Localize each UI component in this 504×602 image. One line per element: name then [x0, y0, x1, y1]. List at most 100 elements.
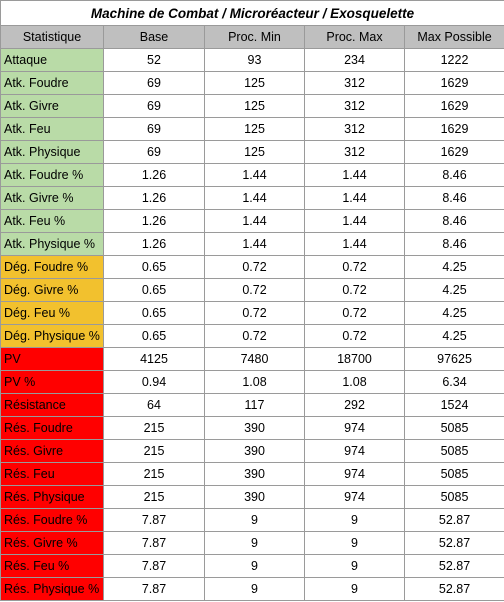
max-possible-cell: 8.46: [403, 163, 504, 187]
base-value-cell: 64: [103, 393, 205, 417]
proc-max-cell: 9: [304, 577, 405, 601]
proc-min-cell: 390: [204, 462, 305, 486]
proc-min-cell: 0.72: [204, 255, 305, 279]
max-possible-cell: 97625: [403, 347, 504, 371]
base-value-cell: 0.65: [103, 301, 205, 325]
stat-name-cell: Atk. Givre: [0, 94, 104, 118]
title-row: Machine de Combat / Microréacteur / Exos…: [0, 0, 504, 26]
base-value-cell: 215: [103, 439, 205, 463]
max-possible-cell: 1629: [403, 94, 504, 118]
max-possible-cell: 8.46: [403, 232, 504, 256]
max-possible-cell: 4.25: [403, 255, 504, 279]
table-row: Rés. Physique % 7.87 9 9 52.87: [0, 577, 504, 601]
proc-min-cell: 93: [204, 48, 305, 72]
stat-name-cell: Attaque: [0, 48, 104, 72]
base-value-cell: 1.26: [103, 232, 205, 256]
base-value-cell: 7.87: [103, 554, 205, 578]
table-row: Atk. Physique 69 125 312 1629: [0, 140, 504, 164]
base-value-cell: 0.65: [103, 278, 205, 302]
base-value-cell: 215: [103, 462, 205, 486]
stat-name-cell: Atk. Feu: [0, 117, 104, 141]
table-row: Atk. Feu % 1.26 1.44 1.44 8.46: [0, 209, 504, 233]
proc-min-cell: 1.44: [204, 163, 305, 187]
proc-min-cell: 7480: [204, 347, 305, 371]
proc-min-cell: 390: [204, 439, 305, 463]
header-proc-max: Proc. Max: [304, 25, 405, 49]
proc-min-cell: 0.72: [204, 278, 305, 302]
proc-max-cell: 18700: [304, 347, 405, 371]
table-row: Atk. Physique % 1.26 1.44 1.44 8.46: [0, 232, 504, 256]
proc-max-cell: 974: [304, 439, 405, 463]
table-row: Rés. Physique 215 390 974 5085: [0, 485, 504, 509]
stat-name-cell: Dég. Feu %: [0, 301, 104, 325]
base-value-cell: 69: [103, 94, 205, 118]
proc-min-cell: 1.08: [204, 370, 305, 394]
table-row: Rés. Givre % 7.87 9 9 52.87: [0, 531, 504, 555]
table-row: PV 4125 7480 18700 97625: [0, 347, 504, 371]
table-row: Dég. Givre % 0.65 0.72 0.72 4.25: [0, 278, 504, 302]
stat-name-cell: Rés. Foudre: [0, 416, 104, 440]
max-possible-cell: 8.46: [403, 186, 504, 210]
proc-max-cell: 312: [304, 71, 405, 95]
proc-max-cell: 1.44: [304, 209, 405, 233]
table-row: Rés. Foudre % 7.87 9 9 52.87: [0, 508, 504, 532]
table-row: Dég. Feu % 0.65 0.72 0.72 4.25: [0, 301, 504, 325]
proc-max-cell: 1.44: [304, 163, 405, 187]
max-possible-cell: 1524: [403, 393, 504, 417]
max-possible-cell: 52.87: [403, 531, 504, 555]
proc-min-cell: 1.44: [204, 186, 305, 210]
table-row: Dég. Foudre % 0.65 0.72 0.72 4.25: [0, 255, 504, 279]
stat-name-cell: Dég. Foudre %: [0, 255, 104, 279]
proc-min-cell: 117: [204, 393, 305, 417]
max-possible-cell: 4.25: [403, 278, 504, 302]
max-possible-cell: 5085: [403, 462, 504, 486]
header-statistique: Statistique: [0, 25, 104, 49]
proc-max-cell: 1.44: [304, 232, 405, 256]
stat-name-cell: Dég. Physique %: [0, 324, 104, 348]
header-max-possible: Max Possible: [403, 25, 504, 49]
base-value-cell: 1.26: [103, 186, 205, 210]
base-value-cell: 0.65: [103, 324, 205, 348]
stat-name-cell: Dég. Givre %: [0, 278, 104, 302]
max-possible-cell: 52.87: [403, 577, 504, 601]
proc-min-cell: 125: [204, 94, 305, 118]
max-possible-cell: 5085: [403, 485, 504, 509]
proc-max-cell: 9: [304, 508, 405, 532]
table-row: Atk. Feu 69 125 312 1629: [0, 117, 504, 141]
base-value-cell: 69: [103, 71, 205, 95]
table-row: Résistance 64 117 292 1524: [0, 393, 504, 417]
base-value-cell: 0.94: [103, 370, 205, 394]
base-value-cell: 52: [103, 48, 205, 72]
header-row: Statistique Base Proc. Min Proc. Max Max…: [0, 25, 504, 49]
proc-min-cell: 0.72: [204, 324, 305, 348]
base-value-cell: 1.26: [103, 163, 205, 187]
proc-max-cell: 312: [304, 140, 405, 164]
max-possible-cell: 4.25: [403, 324, 504, 348]
proc-min-cell: 9: [204, 531, 305, 555]
max-possible-cell: 1629: [403, 71, 504, 95]
max-possible-cell: 52.87: [403, 508, 504, 532]
stat-name-cell: PV: [0, 347, 104, 371]
max-possible-cell: 5085: [403, 439, 504, 463]
base-value-cell: 7.87: [103, 531, 205, 555]
stat-name-cell: Rés. Feu %: [0, 554, 104, 578]
proc-max-cell: 974: [304, 416, 405, 440]
max-possible-cell: 6.34: [403, 370, 504, 394]
header-base: Base: [103, 25, 205, 49]
stat-name-cell: Rés. Feu: [0, 462, 104, 486]
table-row: Attaque 52 93 234 1222: [0, 48, 504, 72]
proc-min-cell: 390: [204, 485, 305, 509]
max-possible-cell: 8.46: [403, 209, 504, 233]
base-value-cell: 215: [103, 485, 205, 509]
stat-name-cell: Atk. Givre %: [0, 186, 104, 210]
header-proc-min: Proc. Min: [204, 25, 305, 49]
base-value-cell: 7.87: [103, 508, 205, 532]
proc-max-cell: 9: [304, 531, 405, 555]
proc-max-cell: 1.44: [304, 186, 405, 210]
proc-max-cell: 974: [304, 462, 405, 486]
table-row: Atk. Foudre 69 125 312 1629: [0, 71, 504, 95]
proc-max-cell: 312: [304, 117, 405, 141]
stat-name-cell: Rés. Physique: [0, 485, 104, 509]
stat-name-cell: PV %: [0, 370, 104, 394]
stat-name-cell: Atk. Foudre %: [0, 163, 104, 187]
